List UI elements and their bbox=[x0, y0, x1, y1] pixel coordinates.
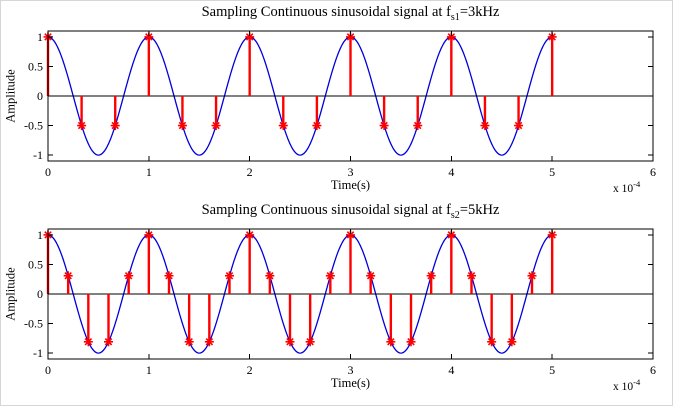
plot1-ylabel: Amplitude bbox=[3, 69, 18, 123]
sample-marker-icon bbox=[426, 271, 436, 281]
y-tick-label: 0 bbox=[37, 287, 43, 301]
y-tick-label: -0.5 bbox=[24, 317, 43, 331]
sample-marker-icon bbox=[379, 121, 389, 131]
x-tick-label: 6 bbox=[650, 165, 656, 179]
y-tick-label: 1 bbox=[37, 228, 43, 242]
subplot-2: 0 1 2 3 4 5 6 -1 -0.5 0 0.5 1 bbox=[24, 228, 656, 377]
plot1-x-axis-exponent: x 10-4 bbox=[613, 179, 640, 195]
x-tick-label: 0 bbox=[45, 165, 51, 179]
sample-marker-icon bbox=[487, 337, 497, 347]
sample-marker-icon bbox=[265, 271, 275, 281]
x-tick-label: 6 bbox=[650, 363, 656, 377]
x-tick-label: 3 bbox=[348, 363, 354, 377]
sample-marker-icon bbox=[211, 121, 221, 131]
sample-marker-icon bbox=[63, 271, 73, 281]
plot1-xlabel: Time(s) bbox=[330, 178, 371, 192]
y-tick-label: 0 bbox=[37, 89, 43, 103]
sample-marker-icon bbox=[164, 271, 174, 281]
plot2-x-exponent-power: -4 bbox=[633, 377, 641, 387]
y-tick-label: -0.5 bbox=[24, 119, 43, 133]
plot2-x-exponent-base: x 10 bbox=[613, 380, 634, 393]
sample-marker-icon bbox=[467, 271, 476, 281]
plot2-title-suffix: =5kHz bbox=[459, 202, 500, 218]
sample-marker-icon bbox=[305, 337, 315, 347]
plot2-ylabel: Amplitude bbox=[3, 267, 18, 321]
sample-marker-icon bbox=[386, 337, 396, 347]
plot1-title: Sampling Continuous sinusoidal signal at… bbox=[48, 4, 653, 23]
sample-marker-icon bbox=[547, 32, 557, 42]
y-tick-label: -1 bbox=[33, 346, 43, 360]
y-tick-label: 1 bbox=[37, 30, 43, 44]
sample-marker-icon bbox=[312, 121, 322, 131]
plot2-title-subscript: s2 bbox=[450, 209, 460, 221]
sample-marker-icon bbox=[204, 337, 214, 347]
y-tick-label: 0.5 bbox=[28, 257, 43, 271]
sample-marker-icon bbox=[527, 271, 537, 281]
sample-marker-icon bbox=[514, 121, 524, 131]
sample-marker-icon bbox=[110, 121, 120, 131]
plot1-x-exponent-power: -4 bbox=[633, 179, 641, 189]
x-tick-label: 2 bbox=[247, 363, 253, 377]
plot2-title-prefix: Sampling Continuous sinusoidal signal at… bbox=[201, 202, 451, 218]
sample-marker-icon bbox=[278, 121, 288, 131]
sample-marker-icon bbox=[446, 230, 456, 240]
continuous-signal-curve bbox=[47, 36, 553, 156]
sample-marker-icon bbox=[104, 337, 113, 347]
sample-marker-icon bbox=[144, 230, 154, 240]
continuous-signal-curve bbox=[47, 234, 553, 354]
x-tick-label: 4 bbox=[448, 165, 454, 179]
x-tick-label: 5 bbox=[549, 165, 555, 179]
sample-marker-icon bbox=[225, 271, 234, 281]
x-tick-label: 1 bbox=[146, 363, 152, 377]
sample-marker-icon bbox=[366, 271, 376, 281]
sample-marker-icon bbox=[406, 337, 416, 347]
sample-marker-icon bbox=[184, 337, 194, 347]
y-tick-label: -1 bbox=[33, 148, 43, 162]
plot1-x-exponent-base: x 10 bbox=[613, 182, 634, 195]
sample-marker-icon bbox=[177, 121, 187, 131]
sample-marker-icon bbox=[480, 121, 490, 131]
subplot-1: 0 1 2 3 4 5 6 -1 -0.5 0 0.5 1 bbox=[24, 30, 656, 179]
plot2-x-axis-exponent: x 10-4 bbox=[613, 377, 640, 393]
sample-marker-icon bbox=[77, 121, 87, 131]
plot1-title-prefix: Sampling Continuous sinusoidal signal at… bbox=[201, 4, 451, 20]
sample-marker-icon bbox=[413, 121, 423, 131]
x-tick-label: 0 bbox=[45, 363, 51, 377]
x-tick-label: 4 bbox=[448, 363, 454, 377]
plot2-xlabel: Time(s) bbox=[330, 376, 371, 390]
sample-marker-icon bbox=[507, 337, 517, 347]
y-tick-label: 0.5 bbox=[28, 59, 43, 73]
x-tick-label: 3 bbox=[348, 165, 354, 179]
sample-marker-icon bbox=[285, 337, 295, 347]
plot1-title-suffix: =3kHz bbox=[459, 4, 500, 20]
sample-marker-icon bbox=[245, 32, 255, 42]
x-tick-label: 5 bbox=[549, 363, 555, 377]
plot2-title: Sampling Continuous sinusoidal signal at… bbox=[48, 202, 653, 221]
sample-marker-icon bbox=[325, 271, 335, 281]
sample-marker-icon bbox=[124, 271, 134, 281]
sample-marker-icon bbox=[83, 337, 93, 347]
x-tick-label: 2 bbox=[247, 165, 253, 179]
x-tick-label: 1 bbox=[146, 165, 152, 179]
plot1-title-subscript: s1 bbox=[450, 11, 460, 23]
